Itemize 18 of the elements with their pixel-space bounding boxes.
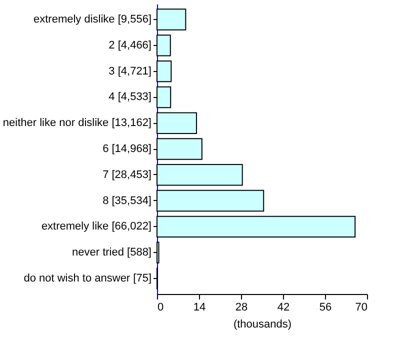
y-tick-label: 4 [4,533] xyxy=(108,91,152,104)
y-tick-label: 8 [35,534] xyxy=(102,194,152,207)
x-tick-label: 14 xyxy=(193,302,206,314)
y-tick-label: 3 [4,721] xyxy=(108,65,152,78)
y-tick-label: extremely dislike [9,556] xyxy=(34,14,152,26)
y-tick-label: 6 [14,968] xyxy=(102,143,152,155)
y-tick-label: never tried [588] xyxy=(72,246,152,259)
y-tick-label: do not wish to answer [75] xyxy=(24,272,152,284)
x-tick-label: 42 xyxy=(277,302,290,314)
x-tick-label: 0 xyxy=(158,302,164,314)
x-axis-title: (thousands) xyxy=(233,318,292,330)
x-tick-label: 56 xyxy=(319,302,332,314)
x-tick-label: 28 xyxy=(235,302,248,314)
y-tick-label: extremely like [66,022] xyxy=(41,220,152,233)
y-tick-label: 7 [28,453] xyxy=(102,168,152,181)
y-tick-label: 2 [4,466] xyxy=(108,39,152,52)
x-tick-label: 70 xyxy=(355,302,368,314)
y-tick-label: neither like nor dislike [13,162] xyxy=(2,117,152,130)
